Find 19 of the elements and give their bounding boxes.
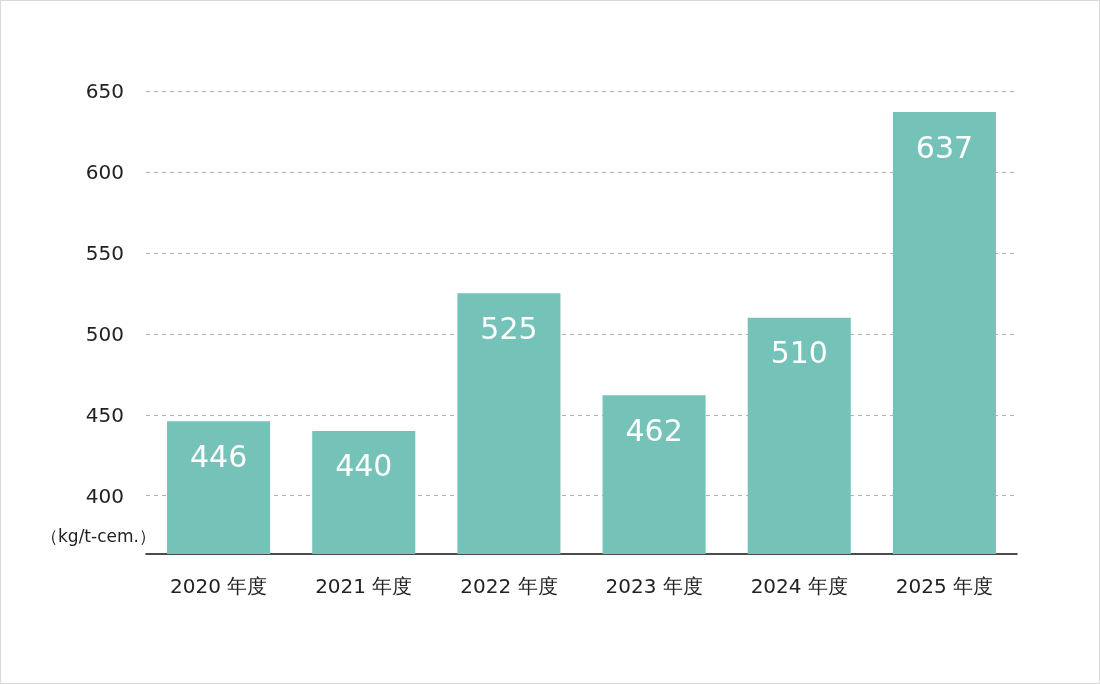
y-tick-label: 650 (85, 79, 124, 103)
data-label: 637 (915, 129, 974, 165)
data-label: 440 (335, 448, 393, 484)
y-tick-label: 400 (85, 483, 124, 508)
y-tick-label: 450 (85, 402, 124, 427)
x-tick-label: 2023 年度 (605, 574, 703, 598)
x-tick-label: 2020 年度 (169, 574, 268, 598)
x-tick-label: 2025 年度 (895, 574, 994, 598)
data-label: 462 (625, 412, 683, 448)
x-tick-label: 2024 年度 (750, 574, 848, 598)
x-tick-label: 2022 年度 (460, 574, 558, 598)
y-axis-title: （kg/t-cem.） (41, 525, 156, 546)
data-label: 525 (480, 310, 538, 346)
data-label: 510 (770, 335, 828, 371)
data-label: 446 (189, 438, 248, 474)
x-tick-label: 2021 年度 (315, 574, 413, 598)
y-tick-label: 550 (85, 240, 124, 265)
y-tick-label: 600 (85, 159, 124, 184)
y-tick-label: 500 (85, 321, 124, 346)
